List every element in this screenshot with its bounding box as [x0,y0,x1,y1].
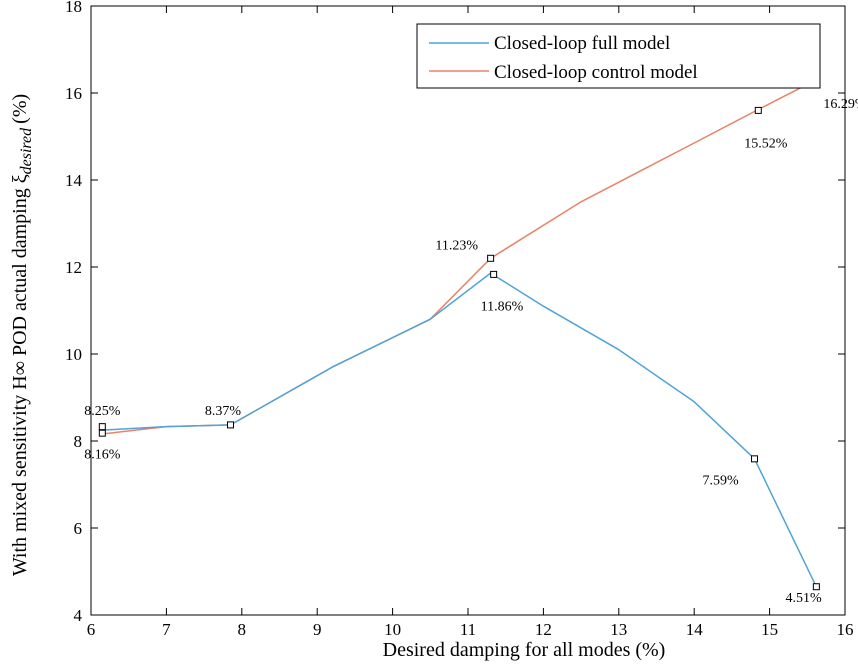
plot-frame [90,5,846,616]
data-marker [754,106,762,114]
data-marker [487,254,495,262]
legend-label-control-model: Closed-loop control model [494,62,698,83]
y-tick-label: 10 [65,345,82,364]
y-axis-label: With mixed sensitivity H∞ POD actual dam… [9,94,35,576]
data-marker [490,270,498,278]
x-tick-label: 16 [837,620,854,639]
data-label: 8.25% [84,404,121,419]
y-tick-label: 8 [74,432,83,451]
data-label: 15.52% [744,136,788,151]
x-axis-label: Desired damping for all modes (%) [383,639,666,661]
y-tick-label: 4 [74,606,83,625]
y-tick-label: 18 [65,0,82,16]
data-marker [98,429,106,437]
y-axis-label-main: With mixed sensitivity H∞ POD actual dam… [9,174,31,576]
y-tick-label: 14 [65,171,83,190]
y-axis-label-unit: (%) [9,94,31,124]
x-tick-label: 9 [313,620,322,639]
x-tick-label: 13 [610,620,627,639]
data-label: 8.37% [205,404,242,419]
y-tick-label: 16 [65,84,82,103]
x-tick-label: 15 [761,620,778,639]
data-marker [751,455,759,463]
x-tick-label: 14 [686,620,704,639]
y-tick-label: 12 [65,258,82,277]
data-label: 16.29% [823,97,858,112]
x-tick-label: 11 [460,620,476,639]
data-label: 11.23% [435,239,478,254]
data-marker [226,421,234,429]
data-marker [812,583,820,591]
x-tick-label: 12 [535,620,552,639]
legend-label-full-model: Closed-loop full model [494,33,670,54]
series-line-control-model [102,80,814,435]
data-annotations: 8.25% 8.16% 8.37% 11.23% 11.86% 15.52% 16.29% 7… [84,97,858,606]
x-tick-label: 6 [87,620,96,639]
data-label: 11.86% [481,300,524,315]
legend: Closed-loop full model Closed-loop contr… [416,23,821,89]
data-label: 8.16% [84,447,121,462]
y-axis-label-subscript: desired [18,127,35,175]
x-tick-label: 10 [384,620,401,639]
x-tick-label: 7 [162,620,171,639]
series-lines [102,80,817,588]
data-label: 7.59% [703,474,740,489]
plot-border [90,5,846,616]
x-tick-label: 8 [238,620,247,639]
y-tick-label: 6 [74,519,83,538]
legend-box [416,23,821,89]
series-line-full-model [102,272,817,588]
data-marker [98,423,106,431]
data-markers [98,77,820,591]
data-label: 4.51% [785,591,822,606]
